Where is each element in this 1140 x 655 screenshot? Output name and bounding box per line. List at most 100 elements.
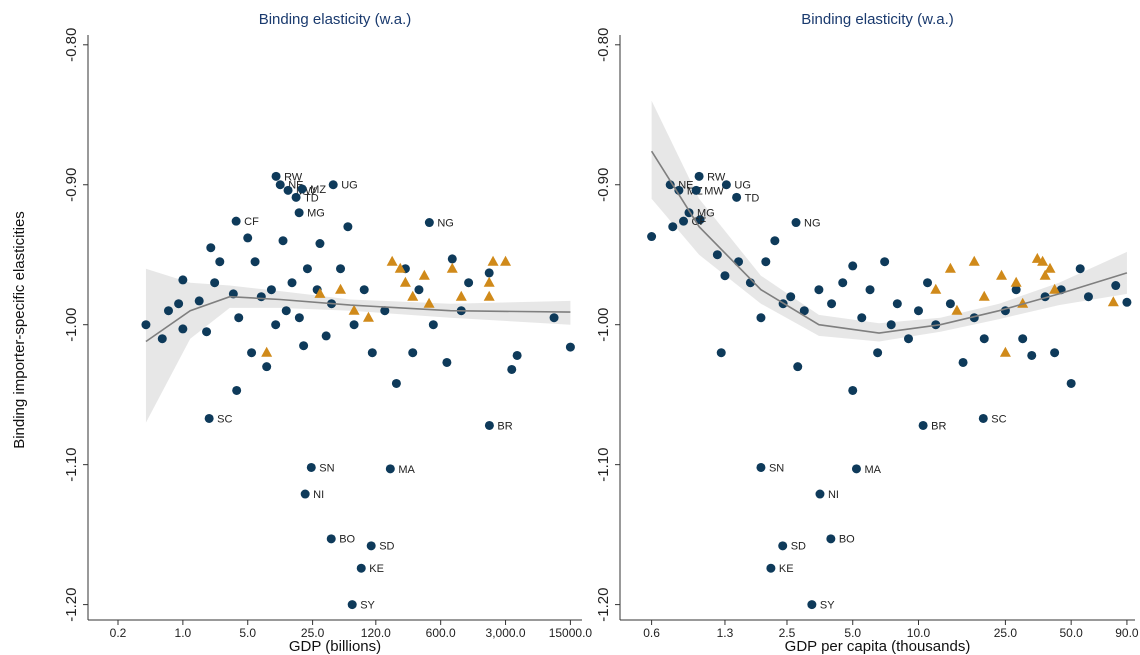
point xyxy=(827,299,837,309)
point xyxy=(978,290,990,301)
point xyxy=(945,299,955,309)
x-axis-label: GDP per capita (thousands) xyxy=(785,638,971,655)
point xyxy=(202,327,212,337)
point xyxy=(978,413,988,423)
point xyxy=(807,600,817,610)
x-tick-label: 120.0 xyxy=(361,626,391,640)
x-tick-label: 1.3 xyxy=(717,626,734,640)
y-axis-label: Binding importer-specific elasticities xyxy=(11,211,28,449)
point xyxy=(487,255,499,266)
point xyxy=(1011,285,1021,295)
point xyxy=(281,306,291,316)
point xyxy=(930,283,942,294)
x-tick-label: 25.0 xyxy=(994,626,1018,640)
point xyxy=(262,362,272,372)
point xyxy=(778,541,788,551)
chart-title: Binding elasticity (w.a.) xyxy=(801,11,954,28)
point xyxy=(261,346,273,357)
point xyxy=(356,563,366,573)
point xyxy=(271,171,281,181)
point xyxy=(359,285,369,295)
y-tick-label: -0.90 xyxy=(595,168,612,202)
point xyxy=(294,313,304,323)
point xyxy=(918,420,928,430)
point xyxy=(668,222,678,232)
x-tick-label: 2.5 xyxy=(779,626,796,640)
fit-line xyxy=(650,150,1128,334)
x-tick-label: 5.0 xyxy=(844,626,861,640)
point-label: SD xyxy=(791,541,806,553)
point-label: TD xyxy=(304,192,319,204)
point xyxy=(336,264,346,274)
point-label: RW xyxy=(707,171,726,183)
point xyxy=(394,262,406,273)
point xyxy=(442,357,452,367)
point xyxy=(674,185,684,195)
confidence-band xyxy=(145,268,571,423)
point-label: SY xyxy=(820,600,835,612)
point xyxy=(886,320,896,330)
point-label: MA xyxy=(398,464,415,476)
x-tick-label: 3,000.0 xyxy=(486,626,526,640)
point xyxy=(507,364,517,374)
point xyxy=(321,331,331,341)
point xyxy=(1037,255,1049,266)
point xyxy=(913,306,923,316)
point xyxy=(266,285,276,295)
y-tick-label: -0.90 xyxy=(63,168,80,202)
point xyxy=(766,563,776,573)
point xyxy=(247,348,257,358)
point xyxy=(362,311,374,322)
chart-title: Binding elasticity (w.a.) xyxy=(259,11,412,28)
confidence-band xyxy=(651,100,1127,342)
point xyxy=(328,180,338,190)
point xyxy=(999,346,1011,357)
point xyxy=(157,334,167,344)
point xyxy=(291,192,301,202)
point xyxy=(484,268,494,278)
point xyxy=(791,218,801,228)
y-tick-label: -1.00 xyxy=(595,308,612,342)
point xyxy=(299,341,309,351)
point-label: MZ xyxy=(310,184,326,196)
point xyxy=(231,216,241,226)
point xyxy=(848,261,858,271)
point xyxy=(695,215,705,225)
point xyxy=(326,534,336,544)
point-label: NG xyxy=(804,217,821,229)
x-tick-label: 0.2 xyxy=(110,626,127,640)
point xyxy=(234,313,244,323)
point xyxy=(423,297,435,308)
point-label: CF xyxy=(244,216,259,228)
y-tick-label: -0.80 xyxy=(595,28,612,62)
point-label: NG xyxy=(437,217,454,229)
point xyxy=(447,254,457,264)
point xyxy=(385,464,395,474)
x-tick-label: 15000.0 xyxy=(549,626,593,640)
point xyxy=(732,192,742,202)
point xyxy=(335,283,347,294)
point xyxy=(979,334,989,344)
x-tick-label: 50.0 xyxy=(1059,626,1083,640)
y-tick-label: -1.00 xyxy=(63,308,80,342)
point xyxy=(799,306,809,316)
point xyxy=(1018,334,1028,344)
point xyxy=(814,285,824,295)
point-label: SD xyxy=(379,541,394,553)
point xyxy=(174,299,184,309)
point xyxy=(756,462,766,472)
point-label: MA xyxy=(864,464,881,476)
point xyxy=(865,285,875,295)
point xyxy=(691,185,701,195)
point xyxy=(826,534,836,544)
point xyxy=(204,413,214,423)
fit-line xyxy=(145,295,571,343)
x-tick-label: 600.0 xyxy=(426,626,456,640)
x-tick-label: 1.0 xyxy=(175,626,192,640)
point xyxy=(880,257,890,267)
x-tick-label: 25.0 xyxy=(301,626,325,640)
point xyxy=(1111,281,1121,291)
point-label: RW xyxy=(284,171,303,183)
